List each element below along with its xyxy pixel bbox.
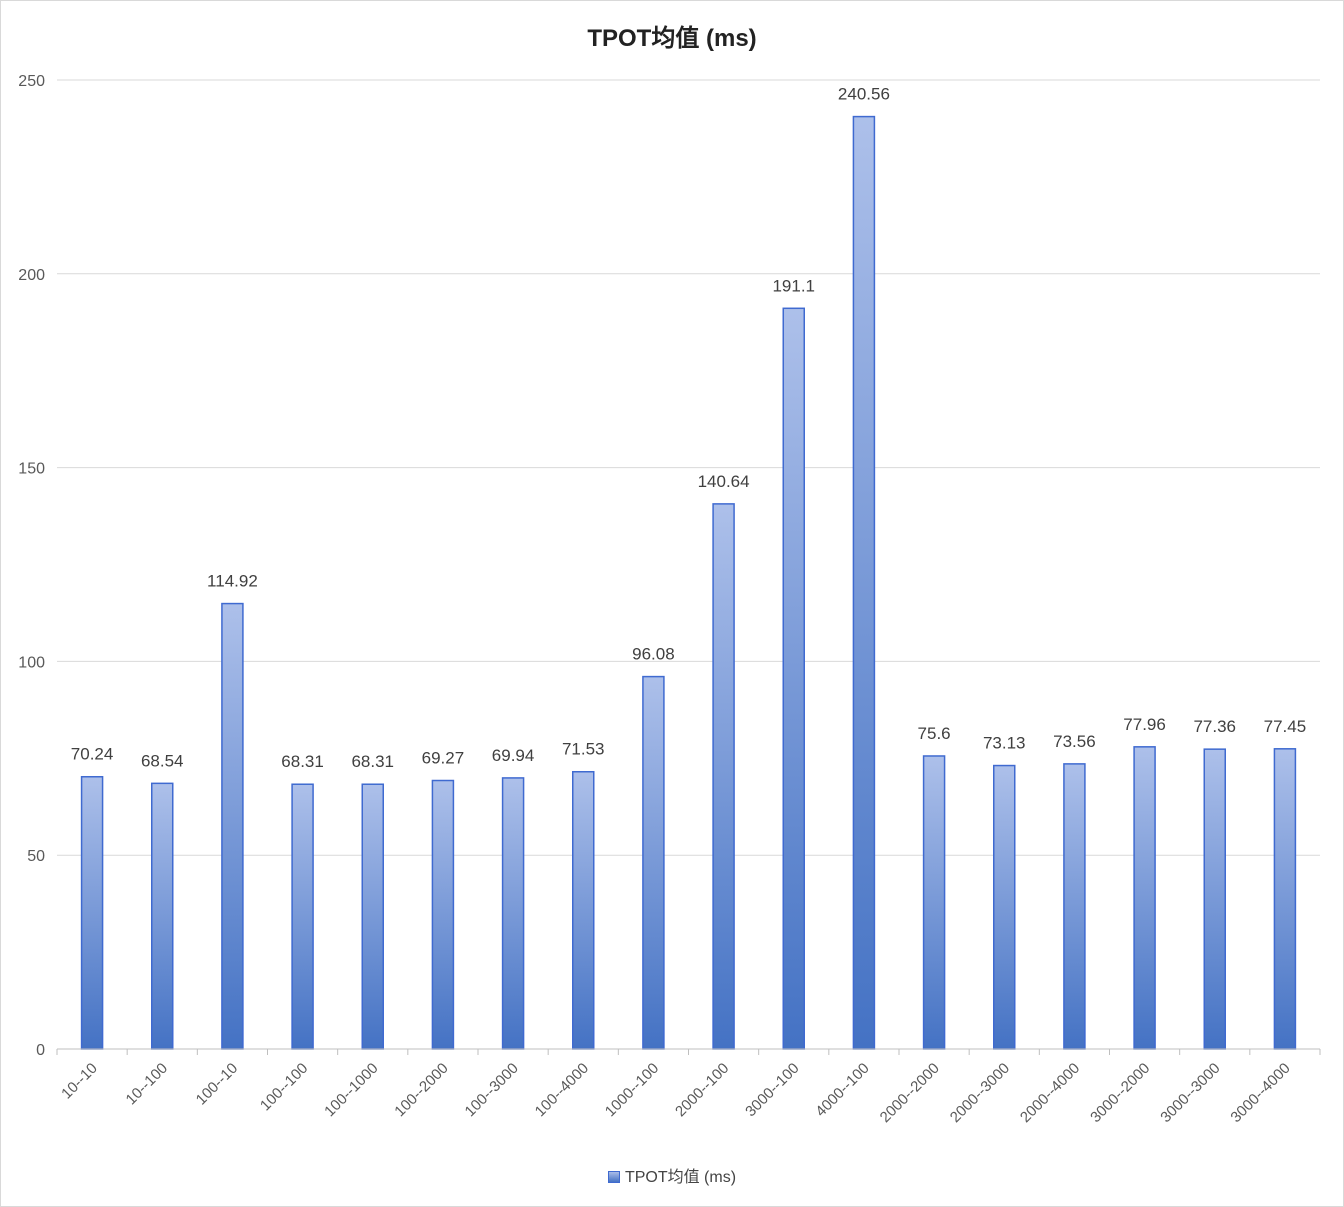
bar[interactable] — [782, 307, 805, 1050]
chart-plot: 0 50 100 150 200 250 70.24 68.54 114.92 68.31 68.… — [18, 73, 1321, 1126]
data-label: 73.56 — [1053, 732, 1096, 751]
bar[interactable] — [1063, 763, 1086, 1050]
y-tick-label: 100 — [18, 654, 45, 671]
data-label: 69.27 — [422, 749, 465, 768]
data-label: 77.96 — [1123, 715, 1166, 734]
x-tick-label: 100--4000 — [532, 1060, 592, 1120]
data-label: 240.56 — [838, 85, 890, 104]
bar[interactable] — [501, 777, 525, 1050]
y-tick-label: 250 — [18, 73, 45, 90]
bar[interactable] — [431, 779, 455, 1050]
x-tick-label: 100--100 — [257, 1060, 311, 1114]
bar[interactable] — [572, 770, 595, 1050]
x-tick-label: 100--1000 — [321, 1060, 381, 1120]
data-label: 73.13 — [983, 734, 1026, 753]
bar[interactable] — [852, 115, 876, 1050]
x-tick-label: 3000--4000 — [1227, 1060, 1293, 1126]
x-tick-label: 100--10 — [193, 1060, 242, 1109]
x-tick-label: 100--2000 — [391, 1060, 451, 1120]
x-tick-label: 2000--3000 — [947, 1060, 1013, 1126]
legend-label: TPOT均值 (ms) — [624, 1169, 737, 1186]
x-tick-label: 2000--2000 — [877, 1060, 943, 1126]
data-labels: 70.24 68.54 114.92 68.31 68.31 69.27 69.94 71.5… — [71, 85, 1306, 772]
bar[interactable] — [993, 764, 1016, 1050]
data-label: 68.31 — [281, 752, 324, 771]
x-tick-label: 4000--100 — [812, 1060, 872, 1120]
data-label: 191.1 — [772, 276, 815, 295]
data-label: 68.31 — [351, 752, 394, 771]
data-label: 140.64 — [698, 472, 750, 491]
bar[interactable] — [712, 503, 735, 1050]
bar[interactable] — [922, 755, 946, 1050]
x-tick-label: 3000--3000 — [1157, 1060, 1223, 1126]
x-tick-label: 10--10 — [58, 1060, 101, 1103]
x-tick-label: 2000--4000 — [1017, 1060, 1083, 1126]
bar[interactable] — [221, 602, 244, 1050]
y-tick-label: 150 — [18, 461, 45, 478]
data-label: 77.36 — [1193, 717, 1236, 736]
x-tick-label: 3000--100 — [742, 1060, 802, 1120]
y-axis: 0 50 100 150 200 250 — [18, 73, 45, 1059]
x-tick-label: 1000--100 — [602, 1060, 662, 1120]
data-label: 75.6 — [918, 724, 951, 743]
bar[interactable] — [1133, 746, 1156, 1050]
bars — [80, 115, 1297, 1050]
data-label: 70.24 — [71, 745, 114, 764]
bar[interactable] — [291, 783, 314, 1050]
bar[interactable] — [1203, 748, 1226, 1050]
x-tick-label: 2000--100 — [672, 1060, 732, 1120]
data-label: 96.08 — [632, 645, 675, 664]
bar[interactable] — [642, 675, 665, 1050]
data-label: 69.94 — [492, 746, 535, 765]
x-tick-label: 100--3000 — [462, 1060, 522, 1120]
data-label: 71.53 — [562, 740, 605, 759]
x-tick-label: 10--100 — [122, 1060, 171, 1109]
bar[interactable] — [151, 782, 174, 1050]
y-tick-label: 50 — [27, 848, 45, 865]
legend-swatch — [607, 1171, 620, 1183]
x-tick-label: 3000--2000 — [1087, 1060, 1153, 1126]
y-tick-label: 200 — [18, 267, 45, 284]
chart-title: TPOT均值 (ms) — [587, 25, 757, 52]
data-label: 114.92 — [207, 572, 258, 591]
data-label: 77.45 — [1264, 717, 1307, 736]
x-axis: 10--10 10--100 100--10 100--100 100--1000 100… — [56, 1048, 1321, 1126]
legend[interactable]: TPOT均值 (ms) — [0, 1163, 1344, 1187]
bar[interactable] — [1273, 748, 1297, 1050]
y-tick-label: 0 — [36, 1042, 45, 1059]
data-label: 68.54 — [141, 751, 184, 770]
bar[interactable] — [361, 783, 384, 1050]
gridlines — [57, 79, 1320, 856]
bar[interactable] — [80, 775, 104, 1050]
